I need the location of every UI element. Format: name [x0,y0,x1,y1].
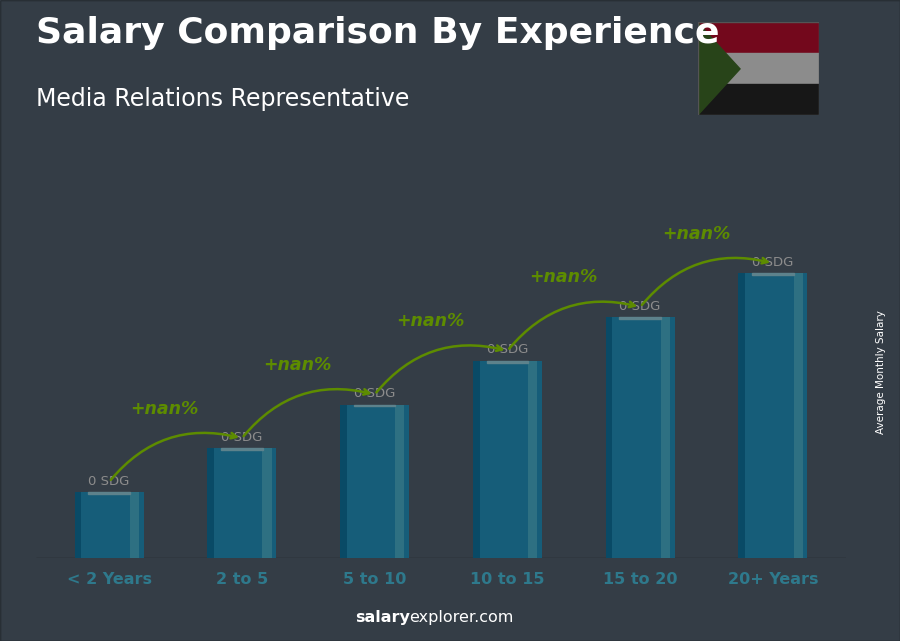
Bar [738,273,807,558]
Bar [794,273,803,558]
Bar [472,361,542,558]
Text: Media Relations Representative: Media Relations Representative [36,87,410,110]
Bar [340,404,410,558]
Text: +nan%: +nan% [130,400,199,418]
Text: 0 SDG: 0 SDG [752,256,794,269]
Bar [738,273,745,558]
Text: 0 SDG: 0 SDG [221,431,263,444]
Text: explorer.com: explorer.com [410,610,514,625]
Bar [207,448,214,558]
Bar [698,22,819,53]
Bar [340,404,346,558]
Bar [263,448,272,558]
Text: Average Monthly Salary: Average Monthly Salary [877,310,886,434]
Bar [619,317,661,319]
Text: +nan%: +nan% [529,269,598,287]
Bar [88,492,130,494]
Bar [75,492,144,558]
Bar [606,317,612,558]
Text: 0 SDG: 0 SDG [619,300,661,313]
Bar [36,558,846,582]
Bar [130,492,139,558]
Text: +nan%: +nan% [662,225,730,243]
Text: Salary Comparison By Experience: Salary Comparison By Experience [36,16,719,50]
Bar [75,492,81,558]
Bar [487,361,528,363]
Text: 0 SDG: 0 SDG [487,344,528,356]
Text: 0 SDG: 0 SDG [354,387,395,400]
Bar [207,448,276,558]
Bar [472,361,480,558]
Bar [395,404,404,558]
Bar [528,361,537,558]
Bar [698,53,819,85]
Bar [698,85,819,115]
Text: salary: salary [355,610,410,625]
Bar [752,273,794,275]
Bar [354,404,395,406]
Text: 0 SDG: 0 SDG [88,475,130,488]
Text: +nan%: +nan% [264,356,332,374]
Bar [661,317,670,558]
Bar [221,448,263,450]
Bar [606,317,675,558]
Text: +nan%: +nan% [396,312,464,330]
Polygon shape [698,22,740,115]
